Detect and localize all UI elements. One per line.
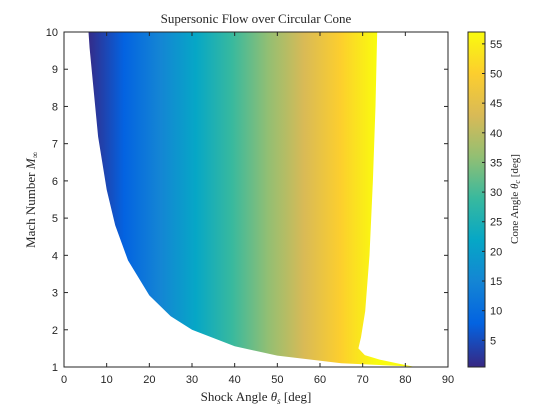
y-tick-label: 10 <box>46 27 58 39</box>
colorbar-tick-label: 50 <box>490 69 502 81</box>
x-axis-label-unit: [deg] <box>281 389 312 404</box>
x-axis-label-subscript: s <box>277 396 281 406</box>
colorbar-tick-label: 35 <box>490 157 502 169</box>
colorbar-label-symbol: θ <box>509 183 521 189</box>
x-tick-label: 90 <box>442 374 454 386</box>
y-tick-label: 9 <box>52 64 58 76</box>
colorbar-label-unit: [deg] <box>509 154 521 180</box>
x-tick-label: 40 <box>229 374 241 386</box>
x-tick-label: 0 <box>61 374 67 386</box>
x-tick-label: 80 <box>399 374 411 386</box>
x-tick-label: 10 <box>101 374 113 386</box>
colorbar-label-text: Cone Angle <box>509 189 521 244</box>
x-axis: 0 10 20 30 40 50 60 70 80 90 <box>61 32 454 386</box>
y-axis-label-symbol: M <box>23 157 38 170</box>
y-tick-label: 2 <box>52 325 58 337</box>
colorbar-tick-label: 25 <box>490 217 502 229</box>
chart-title: Supersonic Flow over Circular Cone <box>161 11 352 26</box>
colorbar-tick-label: 10 <box>490 306 502 318</box>
colorbar-tick-label: 55 <box>490 39 502 51</box>
colorbar-label: Cone Angle θc [deg] <box>509 154 522 244</box>
contour-fill <box>88 32 414 367</box>
y-axis-label-subscript: ∞ <box>30 152 40 158</box>
x-axis-label: Shock Angle θs [deg] <box>201 389 312 406</box>
colorbar-tick-label: 30 <box>490 187 502 199</box>
colorbar-tick-label: 5 <box>490 335 496 347</box>
x-tick-label: 30 <box>186 374 198 386</box>
contour-field <box>88 32 414 367</box>
y-tick-label: 7 <box>52 139 58 151</box>
y-tick-label: 4 <box>52 250 58 262</box>
x-axis-label-text: Shock Angle <box>201 389 271 404</box>
y-tick-label: 3 <box>52 288 58 300</box>
colorbar-tick-label: 15 <box>490 276 502 288</box>
x-tick-label: 20 <box>143 374 155 386</box>
axes-box <box>63 31 449 368</box>
colorbar-tick-label: 20 <box>490 246 502 258</box>
x-axis-label-symbol: θ <box>271 389 278 404</box>
colorbar-box <box>467 31 486 368</box>
x-tick-label: 50 <box>271 374 283 386</box>
colorbar-label-subscript: c <box>513 180 522 184</box>
y-tick-label: 8 <box>52 101 58 113</box>
y-tick-label: 5 <box>52 213 58 225</box>
x-tick-label: 60 <box>314 374 326 386</box>
colorbar <box>468 32 485 367</box>
y-tick-label: 6 <box>52 176 58 188</box>
colorbar-tick-label: 45 <box>490 98 502 110</box>
colorbar-tick-label: 40 <box>490 128 502 140</box>
x-tick-label: 70 <box>357 374 369 386</box>
y-axis-label: Mach Number M∞ <box>23 152 40 248</box>
y-tick-label: 1 <box>52 362 58 374</box>
colorbar-axis: 5 10 15 20 25 30 35 40 45 50 55 <box>482 39 502 347</box>
y-axis-label-text: Mach Number <box>23 169 38 248</box>
y-axis: 1 2 3 4 5 6 7 8 9 10 <box>46 27 448 374</box>
